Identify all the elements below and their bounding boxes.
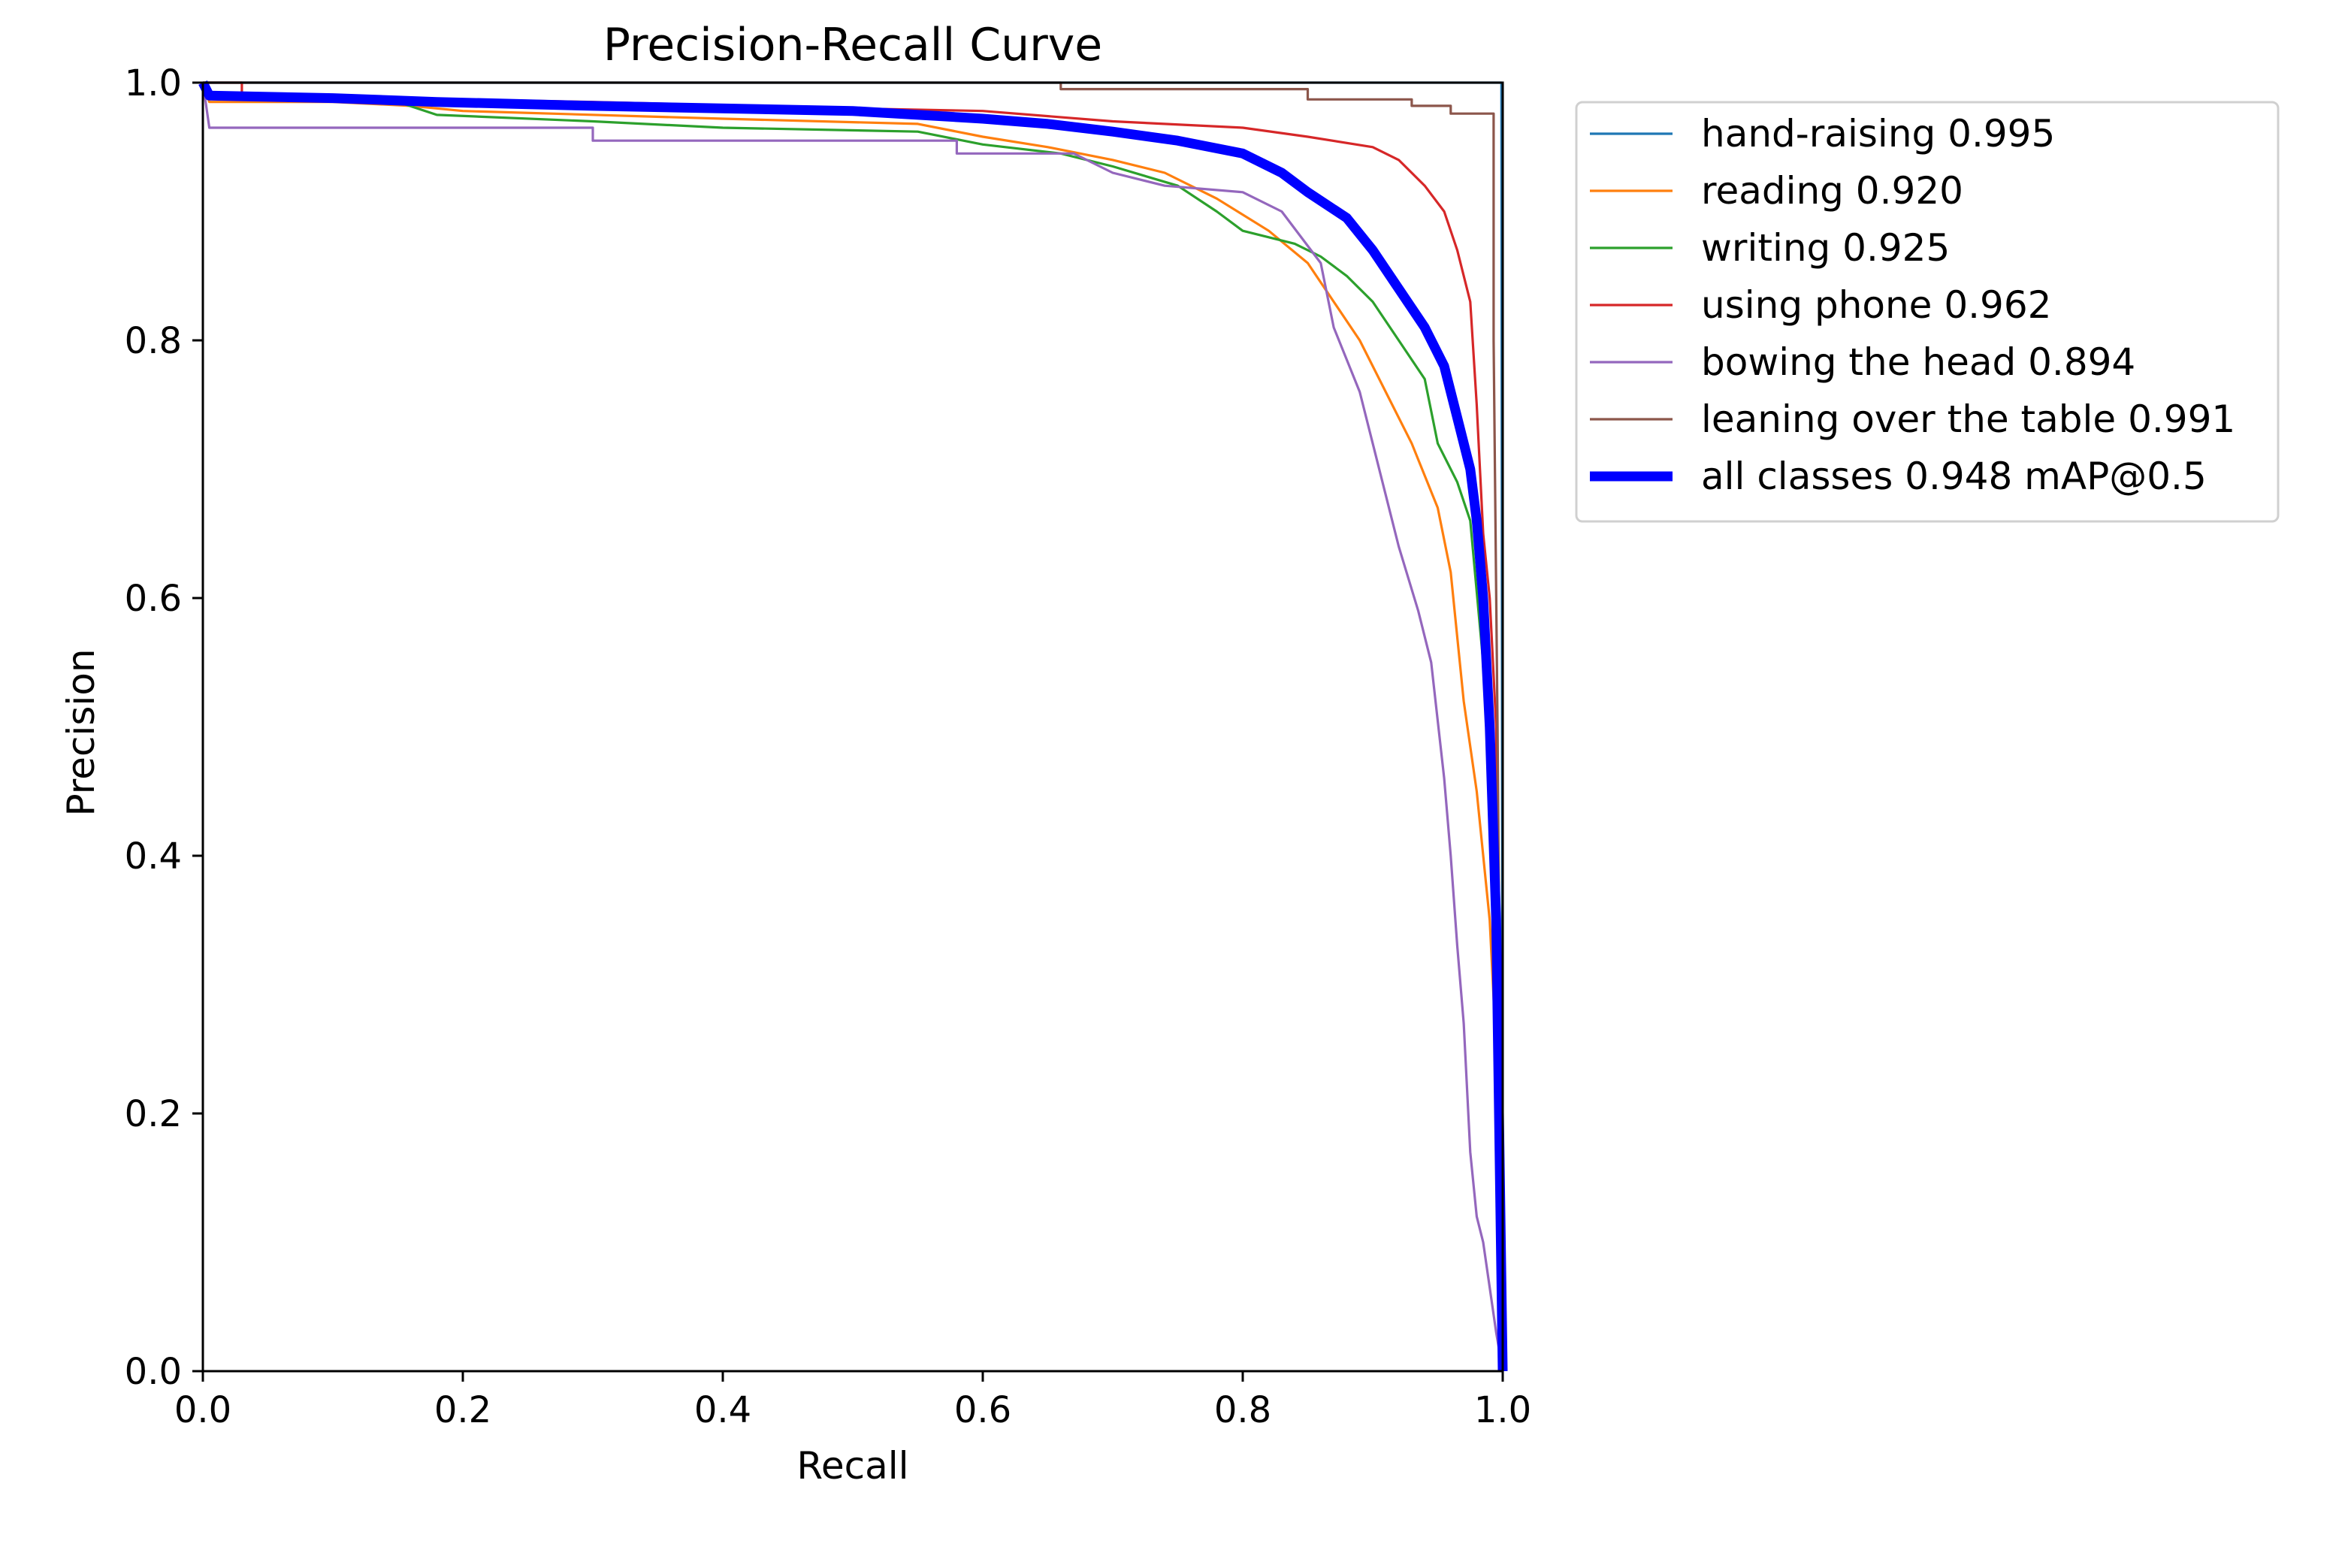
legend-label-1: reading 0.920 [1701,169,1963,213]
series-line-2 [201,82,1504,1372]
x-tick-label: 0.2 [434,1389,491,1431]
series-line-4 [201,82,1504,1372]
legend-label-2: writing 0.925 [1701,226,1950,270]
x-tick-label: 0.0 [174,1389,231,1431]
legend-label-0: hand-raising 0.995 [1701,112,2055,156]
axes: 0.0 0.2 0.4 0.6 0.8 1.0 0.0 0.2 0.4 0.6 0.8 1.0 [125,62,1532,1431]
x-tick-label: 0.8 [1214,1389,1271,1431]
x-tick-label: 1.0 [1474,1389,1531,1431]
series-line-0 [203,81,1504,1372]
axes-frame [201,81,1504,1373]
y-axis-title: Precision [59,648,103,816]
legend-box [1575,101,2280,523]
series-line-1 [201,82,1504,1372]
y-tick-label: 0.0 [125,1351,182,1393]
y-tick-label: 0.2 [125,1093,182,1135]
x-axis-title: Recall [796,1444,908,1488]
plot-area [198,80,1508,1372]
legend-label-3: using phone 0.962 [1701,283,2051,327]
legend-label-6: all classes 0.948 mAP@0.5 [1701,455,2207,498]
x-tick-label: 0.4 [694,1389,751,1431]
legend-label-4: bowing the head 0.894 [1701,340,2135,384]
series-line-3 [203,81,1504,1372]
y-tick-label: 1.0 [125,62,182,104]
y-tick-label: 0.4 [125,835,182,878]
y-tick-label: 0.8 [125,320,182,362]
chart-title: Precision-Recall Curve [603,19,1102,71]
x-tick-label: 0.6 [954,1389,1011,1431]
series-line-6 [198,80,1508,1372]
legend-label-5: leaning over the table 0.991 [1701,397,2235,441]
legend: hand-raising 0.995 reading 0.920 writing 0… [1575,101,2280,523]
series-line-5 [203,81,1504,1372]
y-tick-label: 0.6 [125,578,182,620]
